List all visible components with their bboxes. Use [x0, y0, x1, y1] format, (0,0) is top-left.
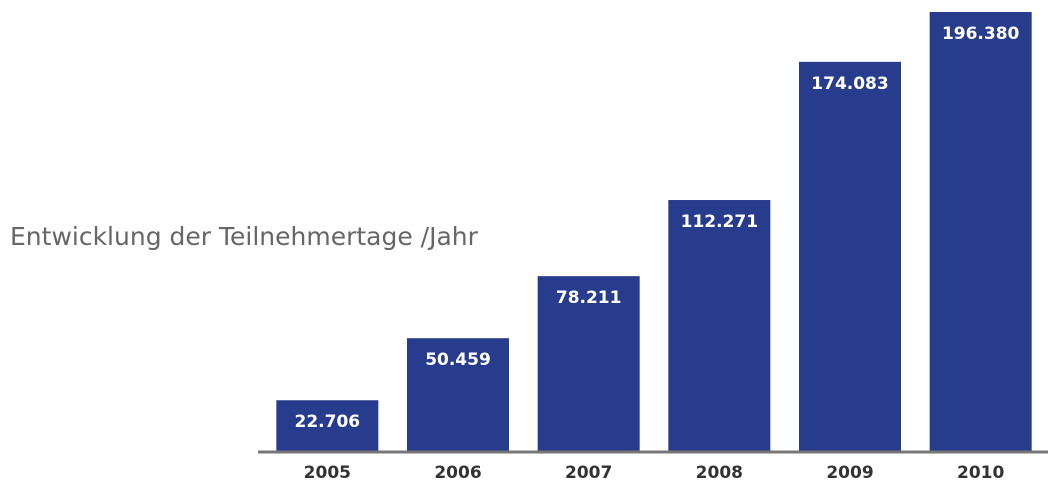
bar	[799, 61, 901, 452]
x-tick-label: 2009	[826, 463, 873, 483]
value-label: 78.211	[556, 288, 622, 308]
value-label: 22.706	[295, 412, 361, 432]
x-tick-label: 2010	[957, 463, 1004, 483]
chart-title: Entwicklung der Teilnehmertage /Jahr	[10, 222, 479, 251]
x-tick-label: 2008	[696, 463, 743, 483]
x-tick-label: 2007	[565, 463, 612, 483]
x-tick-label: 2006	[434, 463, 481, 483]
value-label: 196.380	[942, 24, 1020, 44]
bar	[407, 338, 509, 451]
bar	[276, 400, 379, 451]
bar	[537, 276, 640, 451]
value-label: 50.459	[425, 350, 491, 370]
x-tick-label: 2005	[304, 463, 351, 483]
value-label: 112.271	[681, 212, 758, 232]
bar	[929, 12, 1032, 451]
bar	[668, 200, 771, 451]
value-label: 174.083	[811, 74, 888, 94]
